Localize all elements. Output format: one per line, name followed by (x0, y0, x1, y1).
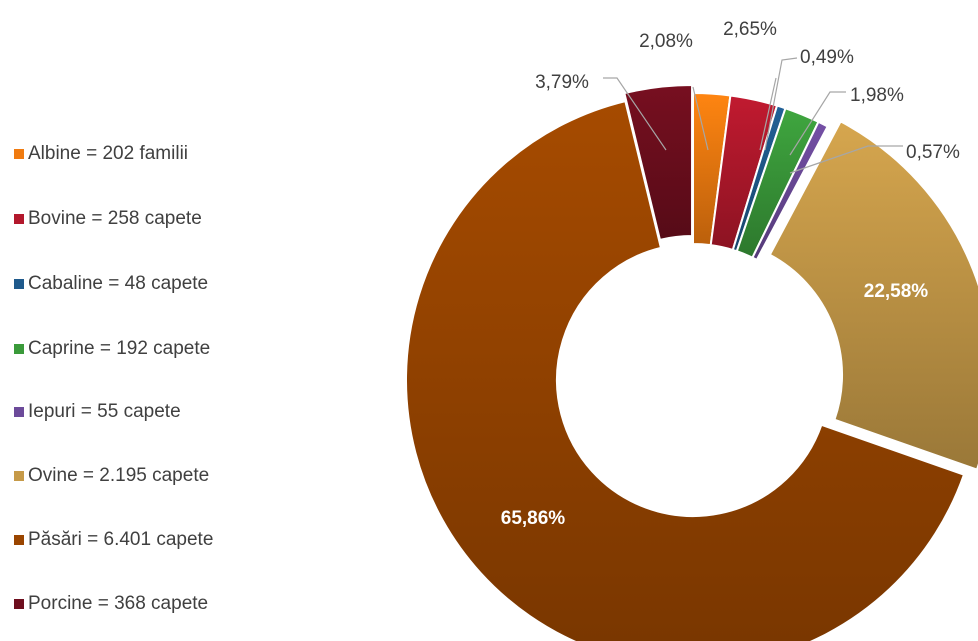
legend-swatch (14, 149, 24, 159)
legend-label: Păsări = 6.401 capete (28, 529, 214, 550)
leader-line (764, 57, 798, 151)
legend-swatch (14, 214, 24, 224)
legend-item-porcine: Porcine = 368 capete (14, 592, 208, 616)
label-albine: 2,08% (639, 31, 693, 52)
label-porcine: 3,79% (535, 72, 589, 93)
legend-label: Bovine = 258 capete (28, 208, 202, 229)
leader-line (789, 91, 846, 156)
label-iepuri: 0,57% (906, 142, 960, 163)
legend-item-pasari: Păsări = 6.401 capete (14, 528, 213, 552)
leader-line (789, 145, 903, 174)
slice-ovine (768, 120, 978, 471)
legend-swatch (14, 344, 24, 354)
slice-iepuri (751, 120, 829, 262)
label-cabaline: 0,49% (800, 47, 854, 68)
legend-label: Ovine = 2.195 capete (28, 465, 210, 486)
legend-swatch (14, 407, 24, 417)
legend-label: Albine = 202 familii (28, 143, 189, 164)
legend-label: Caprine = 192 capete (28, 338, 211, 359)
leader-line (603, 77, 667, 151)
legend-swatch (14, 599, 24, 609)
legend-item-caprine: Caprine = 192 capete (14, 337, 210, 361)
leader-line (692, 86, 709, 151)
legend-item-cabaline: Cabaline = 48 capete (14, 272, 208, 296)
legend-item-iepuri: Iepuri = 55 capete (14, 400, 181, 424)
legend-swatch (14, 279, 24, 289)
slice-pasari (405, 99, 966, 641)
label-caprine: 1,98% (850, 85, 904, 106)
legend-swatch (14, 471, 24, 481)
legend-label: Porcine = 368 capete (28, 593, 209, 614)
legend-label: Cabaline = 48 capete (28, 273, 209, 294)
label-pasari: 65,86% (501, 508, 566, 529)
legend-label: Iepuri = 55 capete (28, 401, 181, 422)
label-bovine: 2,65% (723, 19, 777, 40)
legend-item-ovine: Ovine = 2.195 capete (14, 464, 209, 488)
slice-porcine (623, 84, 694, 242)
leader-line (759, 77, 777, 151)
label-ovine: 22,58% (864, 281, 929, 302)
legend-item-albine: Albine = 202 familii (14, 142, 188, 166)
legend-swatch (14, 535, 24, 545)
legend-item-bovine: Bovine = 258 capete (14, 207, 202, 231)
